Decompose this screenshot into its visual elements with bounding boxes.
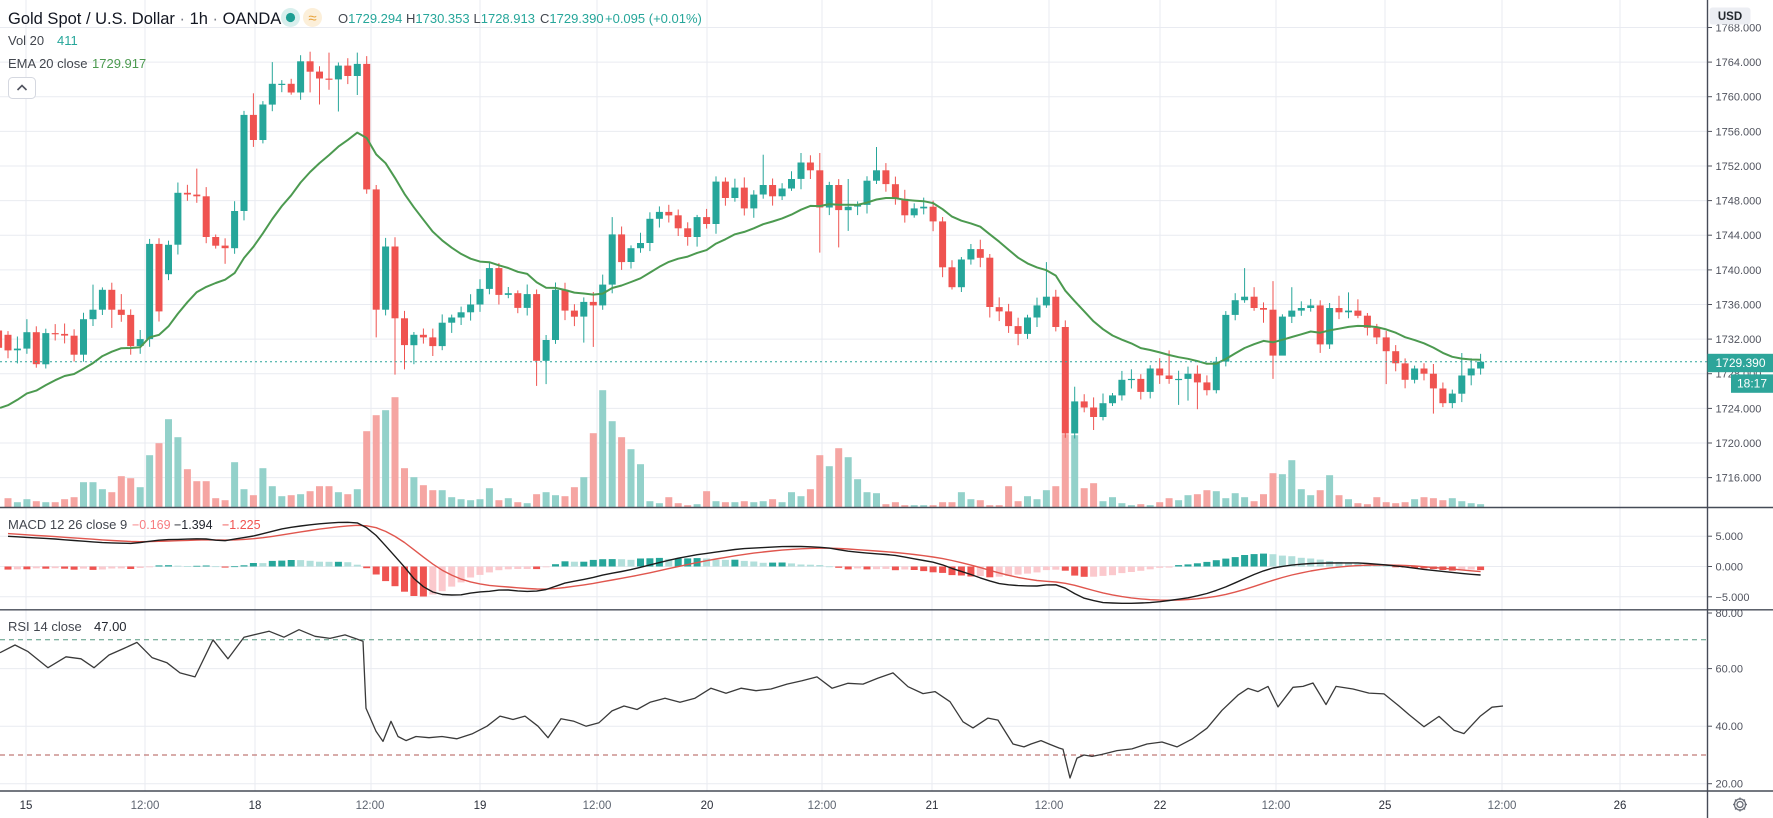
svg-text:80.00: 80.00 [1716,608,1744,620]
svg-text:47.00: 47.00 [94,619,127,634]
svg-text:20: 20 [701,800,714,812]
svg-text:+0.095 (+0.01%): +0.095 (+0.01%) [605,11,702,26]
svg-text:Gold Spot / U.S. Dollar · 1h ·: Gold Spot / U.S. Dollar · 1h · OANDA [8,10,281,28]
svg-text:12:00: 12:00 [1035,800,1064,812]
svg-text:1732.000: 1732.000 [1716,334,1762,346]
svg-text:60.00: 60.00 [1716,664,1744,676]
svg-text:≈: ≈ [308,10,316,27]
svg-text:12:00: 12:00 [583,800,612,812]
svg-text:1736.000: 1736.000 [1716,300,1762,312]
svg-text:12:00: 12:00 [131,800,160,812]
svg-text:1716.000: 1716.000 [1716,473,1762,485]
svg-text:−0.169: −0.169 [132,518,171,532]
svg-text:1748.000: 1748.000 [1716,196,1762,208]
svg-text:1760.000: 1760.000 [1716,92,1762,104]
svg-text:19: 19 [474,800,487,812]
svg-text:25: 25 [1379,800,1392,812]
svg-text:5.000: 5.000 [1716,531,1744,543]
svg-text:L1728.913: L1728.913 [474,11,535,26]
svg-text:USD: USD [1718,11,1742,23]
svg-text:1768.000: 1768.000 [1716,23,1762,35]
svg-text:Vol 20: Vol 20 [8,33,44,48]
svg-text:21: 21 [926,800,939,812]
svg-text:MACD 12 26 close 9: MACD 12 26 close 9 [8,517,127,532]
svg-text:−1.394: −1.394 [174,518,213,532]
svg-text:1720.000: 1720.000 [1716,438,1762,450]
svg-text:12:00: 12:00 [356,800,385,812]
svg-text:1756.000: 1756.000 [1716,126,1762,138]
svg-text:EMA 20 close: EMA 20 close [8,56,88,71]
svg-text:411: 411 [57,33,78,48]
svg-text:0.000: 0.000 [1716,562,1744,574]
svg-text:20.00: 20.00 [1716,779,1744,791]
svg-text:−5.000: −5.000 [1716,592,1750,604]
svg-text:15: 15 [20,800,33,812]
svg-text:12:00: 12:00 [1262,800,1291,812]
svg-text:12:00: 12:00 [808,800,837,812]
svg-text:RSI 14 close: RSI 14 close [8,619,82,634]
svg-text:1724.000: 1724.000 [1716,403,1762,415]
svg-text:−1.225: −1.225 [222,518,261,532]
svg-text:1744.000: 1744.000 [1716,230,1762,242]
svg-text:12:00: 12:00 [1488,800,1517,812]
svg-text:26: 26 [1614,800,1627,812]
svg-text:1740.000: 1740.000 [1716,265,1762,277]
svg-text:18:17: 18:17 [1737,377,1767,391]
svg-text:1764.000: 1764.000 [1716,57,1762,69]
svg-text:H1730.353: H1730.353 [406,11,470,26]
svg-text:C1729.390: C1729.390 [540,11,604,26]
svg-text:22: 22 [1154,800,1167,812]
svg-text:1729.917: 1729.917 [92,56,146,71]
svg-text:18: 18 [249,800,262,812]
svg-text:O1729.294: O1729.294 [338,11,402,26]
svg-text:40.00: 40.00 [1716,721,1744,733]
svg-text:1752.000: 1752.000 [1716,161,1762,173]
svg-text:1729.390: 1729.390 [1715,356,1765,370]
